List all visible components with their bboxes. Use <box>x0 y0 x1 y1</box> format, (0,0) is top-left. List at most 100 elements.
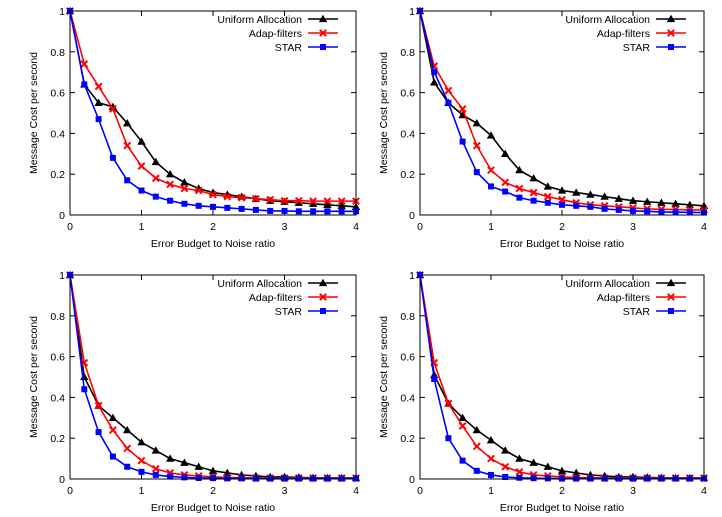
series-triangle <box>65 6 361 210</box>
data-point <box>224 204 231 211</box>
data-point <box>685 200 694 208</box>
data-point <box>615 206 622 213</box>
y-tick-label: 0.8 <box>400 47 415 59</box>
data-point-stroke-b <box>543 192 552 201</box>
data-point <box>80 60 89 68</box>
data-point <box>238 475 245 482</box>
data-point <box>686 209 693 216</box>
data-point <box>337 201 346 209</box>
data-point-stroke-b <box>266 195 275 204</box>
data-point-stroke-b <box>194 186 203 195</box>
data-point <box>323 197 332 206</box>
data-point-stroke-b <box>123 444 132 453</box>
data-point <box>543 462 552 470</box>
data-point <box>502 473 509 480</box>
legend-label: Uniform Allocation <box>217 14 302 26</box>
y-tick-label: 0.6 <box>50 88 65 100</box>
y-tick-label: 0.6 <box>400 88 415 100</box>
y-tick-label: 0.8 <box>400 311 415 323</box>
data-point <box>194 186 203 195</box>
x-axis-label: Error Budget to Noise ratio <box>151 238 275 250</box>
series-square <box>417 272 707 482</box>
series-line <box>419 274 704 479</box>
legend: Uniform Allocation Adap-filters STAR <box>565 14 686 54</box>
data-point <box>267 207 274 214</box>
x-axis-label: Error Budget to Noise ratio <box>500 238 624 250</box>
data-point <box>166 180 175 189</box>
data-point <box>445 435 452 442</box>
data-point <box>94 98 103 106</box>
legend-label: STAR <box>275 306 303 318</box>
series-line <box>69 274 356 480</box>
data-point <box>515 165 524 174</box>
legend-swatch-marker <box>320 308 326 314</box>
data-point <box>544 199 551 206</box>
data-point <box>529 174 538 182</box>
y-tick-label: 0.6 <box>50 352 65 364</box>
x-tick-label: 1 <box>139 221 145 233</box>
legend-swatch-marker <box>320 44 326 50</box>
y-tick-label: 0.2 <box>400 433 415 445</box>
legend-swatch-marker <box>666 14 676 23</box>
y-tick-label: 1 <box>409 6 415 18</box>
y-axis-label: Message Cost per second <box>378 52 390 174</box>
data-point <box>209 190 217 199</box>
data-point-stroke-b <box>151 464 160 473</box>
data-point <box>573 202 580 209</box>
data-point <box>671 199 680 207</box>
data-point <box>180 458 189 466</box>
plot-frame <box>419 274 705 480</box>
data-point <box>94 82 103 91</box>
legend-swatch-marker <box>668 308 674 314</box>
data-point <box>137 456 146 465</box>
data-point <box>431 376 438 383</box>
data-point <box>152 193 159 200</box>
data-point <box>488 471 494 478</box>
chart-panel-3: 0 0.2 0.4 0.6 0.8 1 0 1 2 3 4 Error Budget to Noise… <box>28 270 361 514</box>
data-point <box>123 425 132 434</box>
series-line <box>419 10 704 211</box>
data-point-stroke-b <box>309 197 318 206</box>
data-point <box>544 475 551 482</box>
x-tick-label: 2 <box>559 485 565 497</box>
data-point <box>138 187 145 194</box>
data-point-stroke-b <box>294 196 303 205</box>
data-point <box>310 208 317 215</box>
data-point <box>81 386 88 393</box>
data-point <box>152 471 159 478</box>
x-tick-label: 0 <box>67 221 73 233</box>
data-point <box>109 154 116 161</box>
data-point-stroke-b <box>80 358 89 367</box>
legend-swatch-marker-stroke-b <box>319 293 327 301</box>
data-point <box>431 69 438 76</box>
data-point <box>487 454 495 463</box>
data-point <box>323 200 332 208</box>
y-tick-label: 0.2 <box>50 169 65 181</box>
data-point-stroke-b <box>515 184 524 193</box>
data-point <box>643 197 652 205</box>
data-point <box>486 436 496 444</box>
x-axis-label: Error Budget to Noise ratio <box>500 502 624 514</box>
x-tick-label: 0 <box>67 485 73 497</box>
y-tick-label: 1 <box>409 270 415 282</box>
data-point-stroke-b <box>180 184 189 193</box>
data-point <box>324 208 331 215</box>
data-point <box>473 169 480 176</box>
data-point <box>458 413 467 421</box>
data-point <box>430 78 439 86</box>
x-tick-label: 2 <box>210 485 216 497</box>
data-point-stroke-b <box>444 399 453 408</box>
data-point <box>165 454 175 462</box>
series-square <box>67 8 359 215</box>
x-tick-label: 4 <box>353 221 359 233</box>
plot-frame <box>69 10 357 216</box>
data-point-stroke-b <box>472 442 481 451</box>
data-point <box>543 182 552 190</box>
data-point <box>151 174 160 183</box>
legend-swatch-marker <box>668 44 674 50</box>
data-point <box>252 206 259 213</box>
data-point-stroke-b <box>137 456 146 465</box>
legend-swatch-marker-stroke-b <box>667 29 675 37</box>
series-line <box>69 10 356 213</box>
data-point <box>501 446 510 454</box>
